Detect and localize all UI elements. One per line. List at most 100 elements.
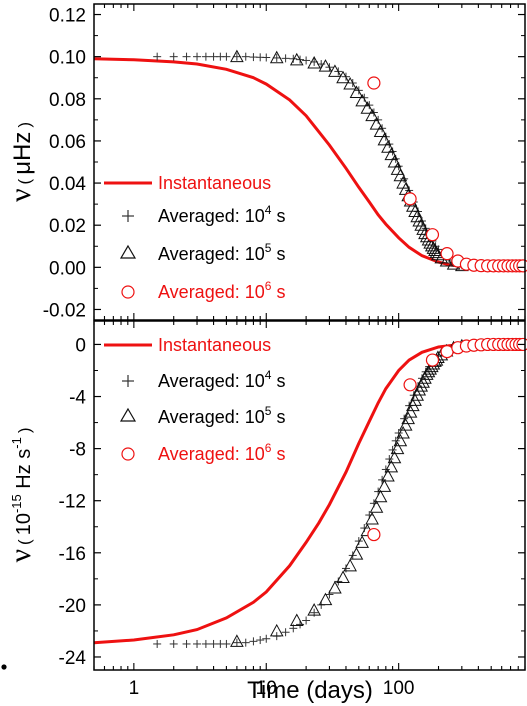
top-point-averaged-1e5 bbox=[336, 70, 350, 84]
bottom-point-averaged-1e5 bbox=[269, 623, 284, 637]
bottom-point-averaged-1e5 bbox=[318, 592, 333, 606]
top-legend: Instantaneous Averaged: 104 s Averaged: … bbox=[104, 173, 285, 302]
bottom-point-averaged-1e4 bbox=[256, 636, 265, 645]
top-point-averaged-1e4 bbox=[289, 54, 298, 63]
top-point-averaged-1e4 bbox=[182, 52, 191, 61]
bottom-point-averaged-1e5 bbox=[403, 405, 418, 418]
top-point-averaged-1e5 bbox=[360, 101, 375, 114]
top-point-averaged-1e5 bbox=[289, 52, 304, 66]
top-y-axis-label: ν(μHz) bbox=[4, 122, 37, 202]
top-point-averaged-1e4 bbox=[209, 52, 218, 61]
bottom-point-averaged-1e5 bbox=[384, 459, 399, 473]
top-point-averaged-1e4 bbox=[193, 52, 202, 61]
top-point-averaged-1e4 bbox=[232, 52, 241, 61]
bottom-point-averaged-1e4 bbox=[193, 639, 202, 648]
bottom-ytick-label: -24 bbox=[59, 648, 87, 669]
svg-text:ν(μHz): ν(μHz) bbox=[4, 122, 37, 202]
bottom-ytick-label: 0 bbox=[75, 335, 86, 356]
top-ytick-label: 0.00 bbox=[49, 258, 86, 279]
top-ytick-label: 0.08 bbox=[49, 90, 86, 111]
top-point-averaged-1e5 bbox=[439, 253, 454, 267]
top-point-averaged-1e5 bbox=[384, 147, 399, 161]
legend-marker-circle bbox=[121, 447, 135, 461]
top-point-averaged-1e5 bbox=[307, 55, 321, 69]
bottom-point-averaged-1e5 bbox=[289, 613, 304, 627]
bottom-point-averaged-1e4 bbox=[249, 637, 258, 646]
x-axis-label: Time (days) bbox=[247, 677, 373, 704]
bottom-point-averaged-1e5 bbox=[365, 511, 379, 525]
bottom-point-averaged-1e5 bbox=[377, 479, 392, 492]
bottom-point-averaged-1e5 bbox=[349, 547, 364, 560]
bottom-y-tick-labels: -24 -20 -16 -12 -8 -4 0 bbox=[59, 335, 87, 669]
top-point-averaged-1e6 bbox=[440, 247, 454, 261]
bottom-point-averaged-1e5 bbox=[336, 570, 350, 584]
top-point-averaged-1e6 bbox=[367, 76, 381, 90]
legend-label-instantaneous: Instantaneous bbox=[158, 173, 271, 193]
bottom-point-averaged-1e5 bbox=[401, 411, 416, 425]
top-point-averaged-1e5 bbox=[381, 140, 395, 153]
bottom-ytick-label: -4 bbox=[69, 388, 86, 409]
bottom-point-averaged-1e4 bbox=[262, 634, 271, 643]
bottom-x-tick-labels: 1 10 100 bbox=[129, 678, 415, 699]
top-point-averaged-1e4 bbox=[281, 54, 290, 63]
top-point-averaged-1e5 bbox=[230, 49, 244, 63]
top-point-averaged-1e5 bbox=[373, 124, 388, 137]
x-tick-label: 1 bbox=[129, 678, 140, 699]
bottom-point-averaged-1e5 bbox=[393, 433, 408, 447]
legend-marker-plus bbox=[122, 210, 134, 222]
top-point-averaged-1e4 bbox=[222, 52, 231, 61]
top-point-averaged-1e6 bbox=[425, 228, 440, 242]
bottom-point-averaged-1e6 bbox=[403, 378, 417, 392]
bottom-ytick-label: -12 bbox=[59, 492, 86, 513]
bottom-ytick-label: -8 bbox=[69, 440, 86, 461]
bottom-tick-marks bbox=[93, 321, 526, 670]
legend-marker-triangle bbox=[119, 244, 137, 259]
top-point-averaged-1e5 bbox=[369, 117, 384, 130]
bottom-point-averaged-1e5 bbox=[343, 558, 357, 572]
top-point-averaged-1e5 bbox=[349, 85, 364, 98]
legend-label-averaged-1e4: Averaged: 104 s bbox=[158, 368, 285, 391]
top-plot-marks bbox=[93, 49, 527, 273]
bottom-legend: Instantaneous Averaged: 104 s Averaged: … bbox=[104, 335, 285, 464]
top-ytick-label: 0.12 bbox=[49, 6, 86, 27]
top-point-averaged-1e4 bbox=[201, 52, 210, 61]
top-series-instantaneous-line bbox=[93, 57, 525, 269]
bottom-point-averaged-1e4 bbox=[169, 639, 178, 648]
bottom-point-averaged-1e5 bbox=[355, 535, 369, 548]
top-point-averaged-1e4 bbox=[272, 53, 281, 62]
top-point-averaged-1e5 bbox=[355, 93, 369, 107]
bottom-point-averaged-1e6 bbox=[440, 345, 454, 359]
top-point-averaged-1e5 bbox=[318, 59, 333, 72]
bottom-point-averaged-1e5 bbox=[398, 418, 413, 431]
bottom-point-averaged-1e4 bbox=[222, 639, 231, 648]
top-plot-frame bbox=[93, 3, 526, 321]
top-ytick-label: 0.04 bbox=[49, 174, 86, 195]
svg-text:ν(10-15 Hz s-1): ν(10-15 Hz s-1) bbox=[4, 427, 37, 562]
legend-label-averaged-1e4: Averaged: 104 s bbox=[158, 203, 285, 226]
top-ytick-label: 0.06 bbox=[49, 132, 86, 153]
bottom-point-averaged-1e4 bbox=[296, 620, 305, 629]
bottom-y-axis-label: ν(10-15 Hz s-1) bbox=[1, 427, 37, 670]
top-point-averaged-1e6 bbox=[403, 192, 417, 206]
legend-label-averaged-1e5: Averaged: 105 s bbox=[158, 404, 285, 427]
bottom-ytick-label: -20 bbox=[59, 596, 86, 617]
top-point-averaged-1e5 bbox=[343, 77, 357, 90]
top-point-averaged-1e5 bbox=[328, 64, 342, 77]
top-ytick-label: 0.02 bbox=[49, 216, 86, 237]
top-point-averaged-1e5 bbox=[393, 168, 408, 182]
bottom-point-averaged-1e5 bbox=[381, 468, 395, 482]
legend-marker-plus bbox=[122, 375, 134, 387]
bottom-point-averaged-1e6 bbox=[367, 527, 381, 542]
top-point-averaged-1e5 bbox=[377, 132, 392, 146]
top-point-averaged-1e4 bbox=[302, 56, 311, 65]
bottom-point-averaged-1e4 bbox=[232, 638, 241, 647]
top-ytick-label: 0.10 bbox=[49, 48, 86, 69]
legend-label-instantaneous: Instantaneous bbox=[158, 335, 271, 355]
legend-label-averaged-1e6: Averaged: 106 s bbox=[158, 441, 285, 464]
top-point-averaged-1e5 bbox=[406, 199, 420, 212]
top-point-averaged-1e5 bbox=[408, 204, 422, 218]
bottom-point-averaged-1e4 bbox=[201, 639, 210, 648]
top-point-averaged-1e5 bbox=[387, 154, 402, 168]
bottom-point-averaged-1e5 bbox=[307, 603, 321, 616]
